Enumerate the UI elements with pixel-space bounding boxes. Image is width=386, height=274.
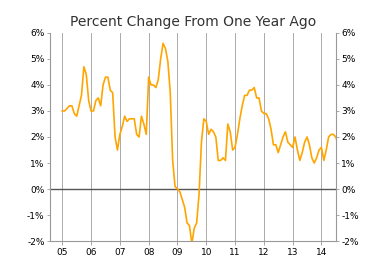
Title: Percent Change From One Year Ago: Percent Change From One Year Ago (70, 15, 316, 29)
